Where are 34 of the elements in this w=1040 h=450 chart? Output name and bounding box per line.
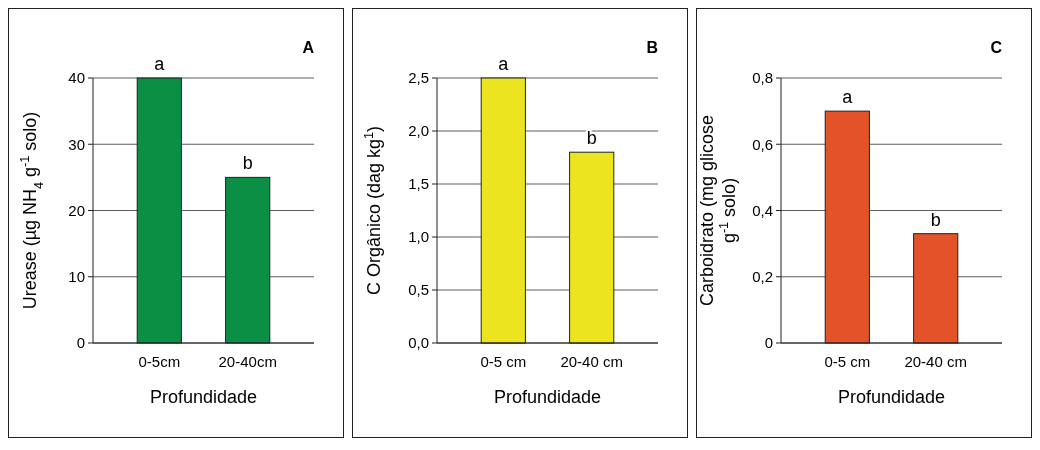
chart-title: A [302, 39, 315, 56]
x-axis-title: Profundidade [837, 387, 946, 407]
x-tick-label: 20-40 cm [560, 353, 623, 370]
annotation: b [586, 128, 597, 149]
x-tick-label: 0-5 cm [824, 353, 871, 370]
y-tick-label: 1,0 [408, 228, 429, 246]
y-tick-label: 0,6 [752, 135, 773, 153]
y-tick-label: 20 [68, 201, 85, 219]
x-axis-title: Profundidade [149, 387, 258, 407]
y-tick-label: 0,8 [752, 69, 773, 87]
x-tick-label: 0-5cm [138, 353, 181, 370]
y-tick-label: 0,5 [408, 281, 429, 299]
y-tick-label: 40 [68, 69, 85, 87]
y-tick-label: 0 [764, 334, 773, 352]
annotation: a [842, 87, 854, 108]
chart-title: B [646, 39, 658, 56]
annotation: b [930, 209, 941, 230]
x-tick-label: 20-40cm [218, 353, 277, 370]
y-tick-label: 2,0 [408, 122, 429, 140]
chart-title: C [990, 39, 1003, 56]
y-tick-label: 30 [68, 135, 85, 153]
y-tick-label: 0 [76, 334, 85, 352]
y-tick-label: 0,0 [408, 334, 429, 352]
y-tick-label: 10 [68, 268, 85, 285]
annotation: a [498, 54, 510, 74]
x-tick-label: 20-40 cm [904, 353, 967, 370]
x-axis-title: Profundidade [493, 387, 602, 407]
annotation: b [242, 153, 253, 174]
y-tick-label: 1,5 [408, 175, 429, 193]
y-tick-label: 2,5 [408, 69, 429, 87]
y-tick-label: 0,4 [752, 201, 773, 219]
annotation: a [154, 54, 166, 74]
x-tick-label: 0-5 cm [480, 353, 527, 370]
y-tick-label: 0,2 [752, 268, 773, 285]
